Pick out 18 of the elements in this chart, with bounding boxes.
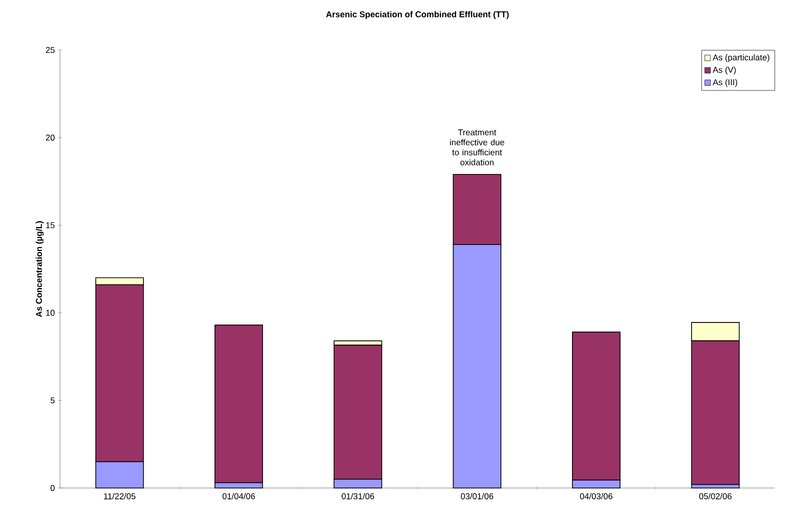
x-tick-label: 11/22/05 <box>104 493 136 500</box>
y-tick-label: 20 <box>46 134 55 141</box>
x-tick-label: 03/01/06 <box>460 493 494 500</box>
legend-label: As (particulate) <box>712 54 770 62</box>
y-tick-label: 10 <box>46 310 55 316</box>
y-tick-label: 5 <box>50 397 55 404</box>
chart-title: Arsenic Speciation of Combined Effluent (TT) <box>326 11 509 19</box>
legend-label: As (V) <box>712 66 736 75</box>
annotation: Treatment ineffective due to insufficient oxidation <box>450 129 504 166</box>
x-tick-label: 04/03/06 <box>580 493 612 500</box>
legend-label: As (III) <box>712 79 738 87</box>
y-tick-label: 15 <box>46 222 55 228</box>
y-axis-title: As Concentration (µg/L) <box>36 221 44 318</box>
y-tick-label: 0 <box>50 484 55 492</box>
x-tick-label: 05/02/06 <box>699 493 732 500</box>
x-tick-label: 01/31/06 <box>342 493 374 500</box>
y-tick-label: 25 <box>46 46 55 53</box>
x-tick-label: 01/04/06 <box>222 493 255 500</box>
